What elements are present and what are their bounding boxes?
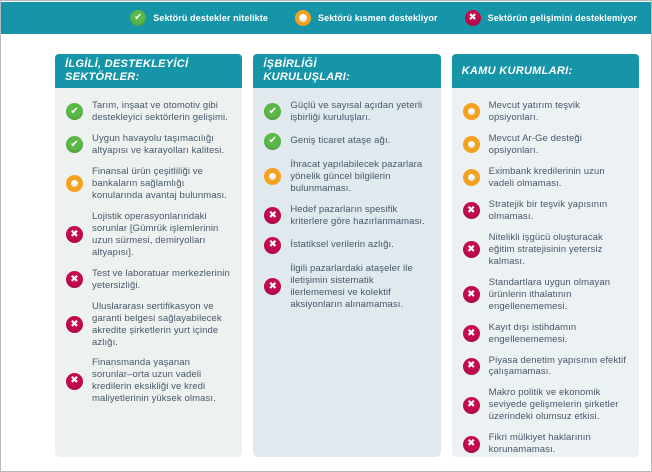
list-item: ✖ Nitelikli işgücü oluşturacak eğitim str… bbox=[462, 231, 629, 268]
list-item: ✖ Hedef pazarların spesifik kriterlere gö… bbox=[264, 204, 430, 228]
check-icon: ✔ bbox=[130, 10, 147, 26]
partial-circle-icon bbox=[462, 169, 480, 187]
list-item: ✖ Makro politik ve ekonomik seviyede geli… bbox=[462, 387, 629, 423]
column-body: ✔ Güçlü ve sayısal açıdan yeterli işbirli… bbox=[253, 88, 441, 457]
check-icon: ✔ bbox=[264, 132, 282, 150]
column-title: İŞBİRLİĞİ KURULUŞLARI: bbox=[263, 58, 351, 83]
partial-circle-icon bbox=[294, 10, 311, 26]
list-item: ✖ İstatiksel verilerin azlığı. bbox=[264, 236, 430, 254]
x-icon: ✖ bbox=[462, 202, 480, 220]
column-isbirligi-kuruluslari: İŞBİRLİĞİ KURULUŞLARI: ✔ Güçlü ve sayısal … bbox=[253, 54, 441, 457]
list-item-text: Standartlara uygun olmayan ürünlerin ith… bbox=[488, 276, 611, 312]
list-item: ✖ Piyasa denetim yapısının efektif çalışa… bbox=[462, 354, 629, 379]
x-icon: ✖ bbox=[462, 241, 480, 259]
legend-label: Sektörü kısmen destekliyor bbox=[317, 13, 438, 23]
x-icon: ✖ bbox=[66, 226, 83, 244]
list-item: ✖ Test ve laboratuar merkezlerinin yeters… bbox=[66, 268, 232, 292]
list-item: ✔ Güçlü ve sayısal açıdan yeterli işbirli… bbox=[264, 100, 430, 124]
column-header: KAMU KURUMLARI: bbox=[451, 54, 639, 88]
list-item: İhracat yapılabilecek pazarlara yönelik … bbox=[264, 159, 430, 195]
check-icon: ✔ bbox=[66, 136, 83, 154]
list-item: Mevcut yatırım teşvik opsiyonları. bbox=[462, 100, 629, 124]
legend: ✔ Sektörü destekler nitelikte Sektörü kısm… bbox=[1, 2, 651, 34]
legend-item: Sektörü kısmen destekliyor bbox=[294, 10, 438, 26]
legend-item: ✔ Sektörü destekler nitelikte bbox=[130, 10, 268, 26]
list-item-text: Hedef pazarların spesifik kriterlere gör… bbox=[290, 203, 425, 227]
list-item-text: Kayıt dışı istihdamın engellenememesi. bbox=[488, 321, 577, 345]
list-item-text: Mevcut Ar-Ge desteği opsiyonları. bbox=[488, 132, 583, 156]
list-item: ✖ Kayıt dışı istihdamın engellenememesi. bbox=[462, 321, 629, 346]
list-item-text: Finansal ürün çeşitliliği ve bankaların … bbox=[92, 165, 228, 201]
column-title: İLGİLİ, DESTEKLEYİCİ SEKTÖRLER: bbox=[65, 58, 189, 83]
list-item-text: Lojistik operasyonlarındaki sorunlar [Gü… bbox=[92, 210, 219, 258]
list-item-text: Eximbank kredilerinin uzun vadeli olmama… bbox=[488, 165, 605, 189]
list-item: Eximbank kredilerinin uzun vadeli olmama… bbox=[462, 165, 629, 190]
legend-label: Sektörü destekler nitelikte bbox=[153, 13, 268, 23]
x-icon: ✖ bbox=[264, 278, 282, 296]
list-item: ✖ Finansmanda yaşanan sorunlar–orta uzun … bbox=[66, 357, 232, 405]
legend-item: ✖ Sektörün gelişimini desteklemiyor bbox=[464, 10, 637, 26]
list-item: ✔ Uygun havayolu taşımacılığı altyapısı v… bbox=[66, 133, 232, 157]
column-header: İLGİLİ, DESTEKLEYİCİ SEKTÖRLER: bbox=[55, 54, 243, 88]
x-icon: ✖ bbox=[464, 10, 481, 26]
list-item: ✖ Fikri mülkiyet haklarının korunamaması. bbox=[462, 432, 629, 456]
list-item-text: Piyasa denetim yapısının efektif çalışam… bbox=[488, 354, 626, 378]
partial-circle-icon bbox=[462, 103, 480, 121]
partial-circle-icon bbox=[66, 175, 83, 193]
x-icon: ✖ bbox=[66, 316, 83, 334]
list-item: ✔ Geniş ticaret ataşe ağı. bbox=[264, 132, 430, 150]
x-icon: ✖ bbox=[462, 286, 480, 304]
column-body: ✔ Tarım, inşaat ve otomotiv gibi destekle… bbox=[55, 88, 243, 457]
list-item: ✖ Stratejik bir teşvik yapısının olmaması… bbox=[462, 198, 629, 223]
list-item-text: İlgili pazarlardaki ataşeler ile iletişi… bbox=[290, 262, 413, 310]
x-icon: ✖ bbox=[264, 207, 282, 225]
check-icon: ✔ bbox=[66, 103, 83, 121]
list-item: ✖ İlgili pazarlardaki ataşeler ile iletiş… bbox=[264, 263, 430, 311]
column-kamu-kurumlari: KAMU KURUMLARI: Mevcut yatırım teşvik ops… bbox=[451, 54, 639, 457]
list-item-text: Güçlü ve sayısal açıdan yeterli işbirliğ… bbox=[290, 100, 423, 123]
list-item-text: Uygun havayolu taşımacılığı altyapısı ve… bbox=[92, 132, 225, 156]
list-item: ✔ Tarım, inşaat ve otomotiv gibi destekle… bbox=[66, 100, 232, 124]
list-item-text: Makro politik ve ekonomik seviyede geliş… bbox=[488, 387, 619, 423]
list-item: ✖ Standartlara uygun olmayan ürünlerin it… bbox=[462, 276, 629, 313]
list-item-text: İstatiksel verilerin azlığı. bbox=[290, 239, 394, 251]
x-icon: ✖ bbox=[462, 325, 480, 343]
column-ilgili-destekleyici-sektorler: İLGİLİ, DESTEKLEYİCİ SEKTÖRLER: ✔ Tarım, i… bbox=[55, 54, 243, 457]
list-item-text: Fikri mülkiyet haklarının korunamaması. bbox=[488, 432, 591, 456]
list-item: Mevcut Ar-Ge desteği opsiyonları. bbox=[462, 132, 629, 157]
list-item-text: Test ve laboratuar merkezlerinin yetersi… bbox=[92, 267, 230, 291]
list-item-text: Uluslararası sertifikasyon ve garanti be… bbox=[92, 300, 222, 348]
list-item-text: Nitelikli işgücü oluşturacak eğitim stra… bbox=[488, 231, 603, 267]
columns: İLGİLİ, DESTEKLEYİCİ SEKTÖRLER: ✔ Tarım, i… bbox=[1, 34, 651, 457]
list-item-text: Mevcut yatırım teşvik opsiyonları. bbox=[488, 100, 580, 123]
x-icon: ✖ bbox=[66, 271, 83, 289]
list-item-text: Tarım, inşaat ve otomotiv gibi destekley… bbox=[92, 100, 228, 123]
x-icon: ✖ bbox=[66, 372, 83, 390]
list-item: ✖ Lojistik operasyonlarındaki sorunlar [G… bbox=[66, 211, 232, 259]
x-icon: ✖ bbox=[462, 357, 480, 375]
legend-label: Sektörün gelişimini desteklemiyor bbox=[487, 13, 637, 23]
x-icon: ✖ bbox=[264, 236, 282, 254]
x-icon: ✖ bbox=[462, 435, 480, 453]
list-item-text: Finansmanda yaşanan sorunlar–orta uzun v… bbox=[92, 357, 216, 405]
partial-circle-icon bbox=[462, 136, 480, 154]
list-item-text: Stratejik bir teşvik yapısının olmaması. bbox=[488, 198, 608, 222]
partial-circle-icon bbox=[264, 168, 282, 186]
list-item: ✖ Uluslararası sertifikasyon ve garanti b… bbox=[66, 301, 232, 349]
list-item: Finansal ürün çeşitliliği ve bankaların … bbox=[66, 166, 232, 202]
check-icon: ✔ bbox=[264, 103, 282, 121]
column-body: Mevcut yatırım teşvik opsiyonları. Mevcut… bbox=[451, 88, 639, 457]
list-item-text: İhracat yapılabilecek pazarlara yönelik … bbox=[290, 158, 423, 194]
list-item-text: Geniş ticaret ataşe ağı. bbox=[290, 135, 391, 147]
column-title: KAMU KURUMLARI: bbox=[461, 64, 573, 77]
x-icon: ✖ bbox=[462, 396, 480, 414]
column-header: İŞBİRLİĞİ KURULUŞLARI: bbox=[253, 54, 441, 88]
